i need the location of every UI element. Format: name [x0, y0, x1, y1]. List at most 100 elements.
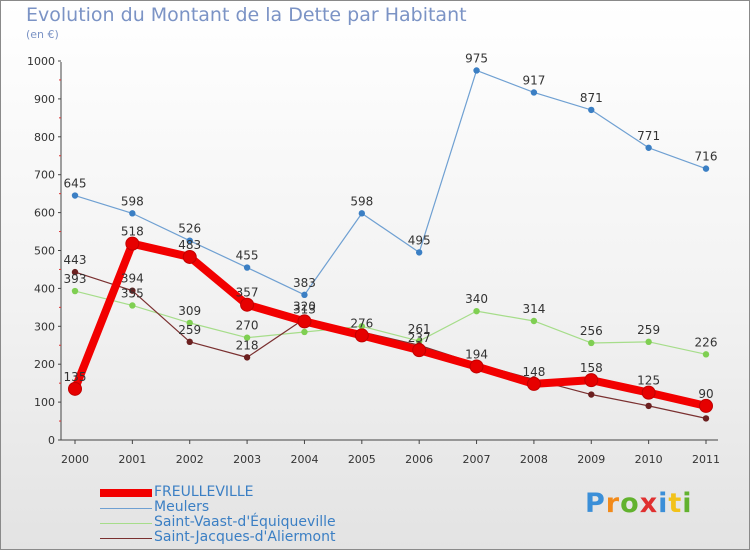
x-tick-label: 2006	[405, 453, 433, 466]
x-tick-label: 2001	[118, 453, 146, 466]
data-label: 313	[293, 302, 316, 316]
y-tick-label: 300	[34, 320, 55, 333]
data-label: 483	[178, 238, 201, 252]
data-label: 357	[236, 286, 259, 300]
x-tick-label: 2003	[233, 453, 261, 466]
legend-item: FREULLEVILLE	[100, 484, 420, 500]
data-point	[186, 338, 193, 346]
data-label: 393	[64, 272, 87, 286]
y-tick-label: 200	[34, 358, 55, 371]
data-point	[71, 192, 79, 199]
data-point	[702, 165, 710, 172]
logo-letter: x	[639, 488, 659, 519]
legend-swatch	[100, 489, 152, 497]
data-label: 975	[465, 51, 488, 65]
y-tick-label: 0	[48, 434, 55, 447]
data-label: 917	[522, 73, 545, 87]
chart-legend: FREULLEVILLE Meulers Saint-Vaast-d'Équiq…	[100, 484, 420, 545]
legend-item: Saint-Jacques-d'Aliermont	[100, 529, 420, 545]
data-label: 158	[580, 361, 603, 375]
legend-label: FREULLEVILLE	[154, 484, 254, 500]
data-label: 383	[293, 276, 316, 290]
data-point	[186, 319, 193, 327]
data-point	[129, 287, 136, 294]
data-point	[530, 89, 538, 96]
data-label: 270	[236, 319, 259, 333]
data-point	[645, 144, 652, 151]
data-label: 320	[293, 300, 316, 314]
data-label: 309	[178, 304, 201, 318]
data-point	[699, 398, 713, 413]
chart-subtitle: (en €)	[26, 28, 59, 41]
y-tick-label: 800	[34, 131, 55, 144]
data-label: 218	[236, 338, 259, 352]
data-label: 148	[522, 365, 545, 379]
y-tick-label: 100	[34, 396, 55, 409]
legend-item: Saint-Vaast-d'Équiqueville	[100, 514, 420, 530]
x-tick-label: 2009	[577, 453, 605, 466]
data-point	[71, 287, 79, 295]
data-point	[129, 302, 136, 309]
x-tick-label: 2010	[635, 453, 663, 466]
data-label: 598	[350, 194, 373, 208]
data-point	[588, 391, 595, 398]
legend-swatch	[100, 537, 152, 539]
x-tick-label: 2000	[61, 453, 89, 466]
series-line	[74, 271, 707, 419]
data-point	[125, 236, 140, 251]
logo-letter: i	[658, 488, 669, 519]
data-point	[354, 328, 369, 343]
logo-letter: i	[682, 488, 693, 519]
data-point	[588, 339, 595, 347]
data-label: 871	[580, 91, 603, 105]
chart-title: Evolution du Montant de la Dette par Hab…	[26, 4, 467, 26]
data-label: 259	[637, 323, 660, 337]
data-point	[702, 415, 710, 422]
data-point	[358, 323, 366, 330]
data-point	[588, 106, 595, 114]
data-label: 645	[64, 177, 87, 191]
data-point	[412, 343, 427, 358]
x-tick-label: 2011	[692, 453, 720, 466]
data-point	[645, 338, 652, 346]
data-label: 226	[695, 335, 718, 349]
series-line	[74, 290, 707, 355]
data-point	[702, 351, 710, 358]
y-tick-label: 900	[34, 93, 55, 106]
data-point	[358, 210, 366, 217]
legend-item: Meulers	[100, 499, 420, 515]
data-point	[415, 249, 423, 256]
data-point	[71, 268, 79, 276]
data-point	[301, 328, 308, 336]
data-label: 598	[121, 194, 144, 208]
data-point	[297, 314, 312, 329]
data-label: 443	[64, 253, 87, 267]
legend-label: Saint-Jacques-d'Aliermont	[154, 529, 336, 545]
data-point	[186, 237, 193, 244]
data-point	[243, 334, 251, 341]
logo-letter: P	[585, 488, 606, 519]
series-line	[74, 69, 707, 296]
data-label: 314	[522, 302, 545, 316]
y-tick-label: 600	[34, 207, 55, 220]
data-point	[526, 376, 541, 391]
data-label: 90	[698, 387, 713, 401]
legend-swatch	[100, 522, 152, 524]
logo-letter: o	[620, 488, 640, 519]
legend-label: Saint-Vaast-d'Équiqueville	[154, 514, 336, 530]
y-tick-label: 400	[34, 282, 55, 295]
data-label: 526	[178, 222, 201, 236]
data-point	[473, 67, 480, 74]
data-label: 125	[637, 374, 660, 388]
data-label: 518	[121, 225, 144, 239]
data-point	[301, 291, 308, 299]
data-label: 135	[64, 370, 87, 384]
data-label: 276	[350, 316, 373, 330]
data-point	[641, 385, 656, 400]
logo-letter: r	[605, 488, 621, 519]
y-tick-label: 700	[34, 169, 55, 182]
data-label: 495	[408, 233, 431, 247]
series-line	[71, 239, 710, 410]
